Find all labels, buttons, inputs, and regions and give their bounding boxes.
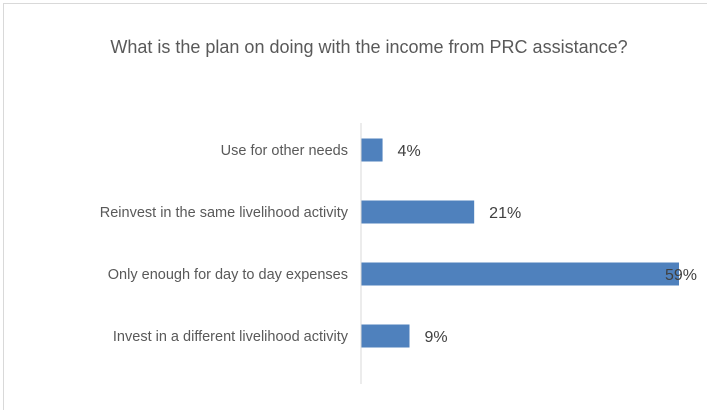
bars-layer	[361, 138, 679, 348]
category-label: Invest in a different livelihood activit…	[113, 329, 349, 345]
data-label: 59%	[665, 267, 697, 284]
bar	[361, 324, 410, 348]
chart-frame	[3, 3, 707, 410]
bar	[361, 138, 383, 162]
bar	[361, 262, 679, 286]
data-label: 9%	[425, 329, 448, 346]
bar	[361, 200, 475, 224]
category-label: Reinvest in the same livelihood activity	[100, 205, 349, 221]
category-label: Only enough for day to day expenses	[108, 267, 348, 283]
data-label: 21%	[489, 205, 521, 222]
data-label: 4%	[398, 143, 421, 160]
labels-layer: Use for other needs 4% Reinvest in the sam…	[100, 143, 697, 346]
category-label: Use for other needs	[221, 143, 348, 159]
chart-title: What is the plan on doing with the incom…	[110, 37, 628, 57]
